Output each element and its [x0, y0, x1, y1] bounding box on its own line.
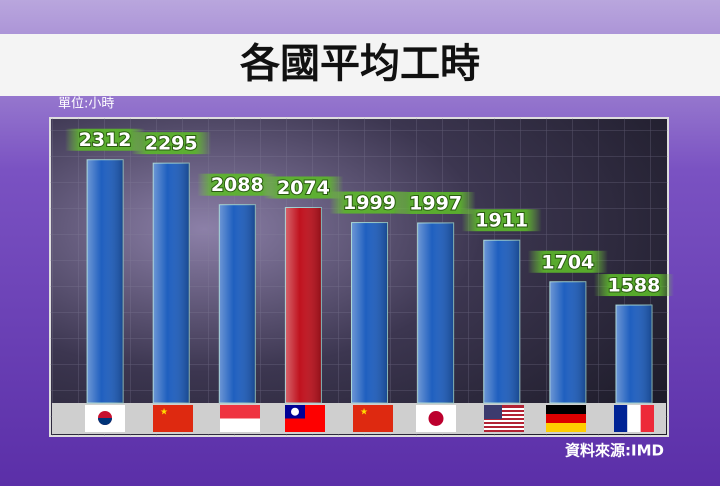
- value-label: 1588: [607, 275, 660, 297]
- value-label: 2295: [145, 133, 198, 155]
- bar-shine: [87, 159, 124, 403]
- value-label-glow: [395, 191, 476, 214]
- bar-shine: [285, 207, 322, 403]
- value-label-glow: [65, 128, 146, 151]
- value-label-glow: [197, 173, 278, 196]
- value-label: 1999: [343, 192, 396, 214]
- bar-shine: [417, 222, 454, 403]
- unit-label: 單位:小時: [58, 97, 114, 112]
- value-label-glow: [593, 274, 674, 297]
- value-label: 1997: [409, 192, 462, 214]
- chart-title: 各國平均工時: [240, 41, 480, 87]
- bar-shine: [219, 204, 256, 403]
- value-label: 1911: [475, 210, 528, 232]
- bar-shine: [615, 305, 652, 403]
- value-label-glow: [527, 250, 608, 273]
- flag: ★ ★: [85, 405, 654, 432]
- svg-text:★: ★: [360, 408, 368, 418]
- value-label: 2312: [79, 129, 132, 151]
- value-label-glow: [461, 209, 542, 232]
- source: 資料來源:IMD: [565, 442, 664, 460]
- bar-shine: [549, 281, 586, 403]
- value-label: 1704: [541, 251, 594, 273]
- svg-text:★: ★: [160, 408, 168, 418]
- title-band: [0, 34, 720, 96]
- bar-shine: [153, 163, 190, 403]
- value-label: 2074: [277, 177, 330, 199]
- value-label-glow: [263, 176, 344, 199]
- value-label-glow: [329, 191, 410, 214]
- value-label: 2088: [211, 174, 264, 196]
- value-label-glow: [131, 132, 212, 155]
- bar-shine: [351, 222, 388, 403]
- bar-shine: [483, 240, 520, 403]
